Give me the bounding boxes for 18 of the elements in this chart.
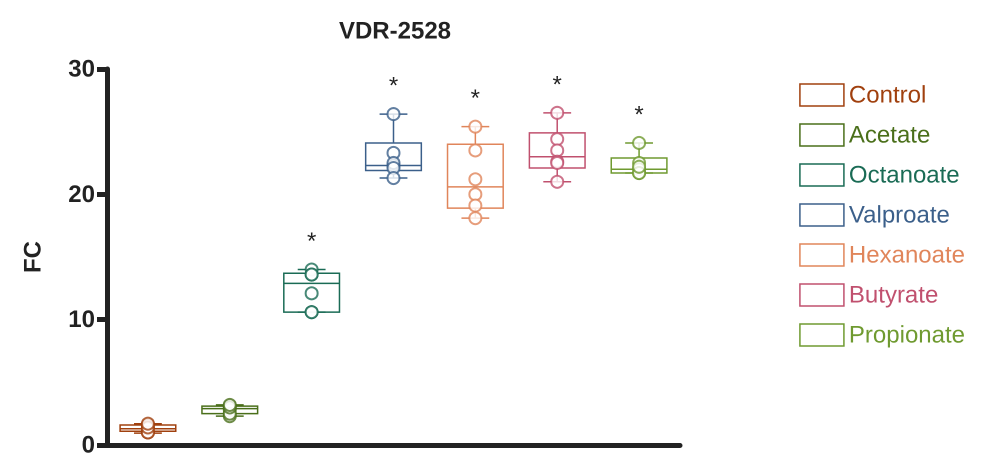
annotation: * — [388, 72, 398, 100]
y-tick-label: 0 — [82, 432, 95, 457]
legend-label: Valproate — [848, 202, 950, 228]
y-tick-label: 30 — [68, 56, 95, 82]
chart-title: VDR-2528 — [338, 18, 452, 44]
annotation: * — [470, 85, 480, 112]
legend-label: Acetate — [848, 122, 930, 148]
y-tick-label: 10 — [68, 306, 95, 334]
legend-label: Hexanoate — [848, 242, 966, 268]
annotation: * — [306, 228, 316, 256]
legend-label: Octanoate — [848, 162, 960, 188]
annotation: * — [552, 71, 562, 98]
legend-label: Butyrate — [848, 282, 938, 308]
y-axis-title: FC — [20, 241, 46, 273]
legend-label: Propionate — [848, 322, 966, 348]
annotation: * — [634, 101, 644, 128]
y-tick-label: 20 — [68, 180, 95, 208]
legend-label: Control — [848, 82, 926, 108]
